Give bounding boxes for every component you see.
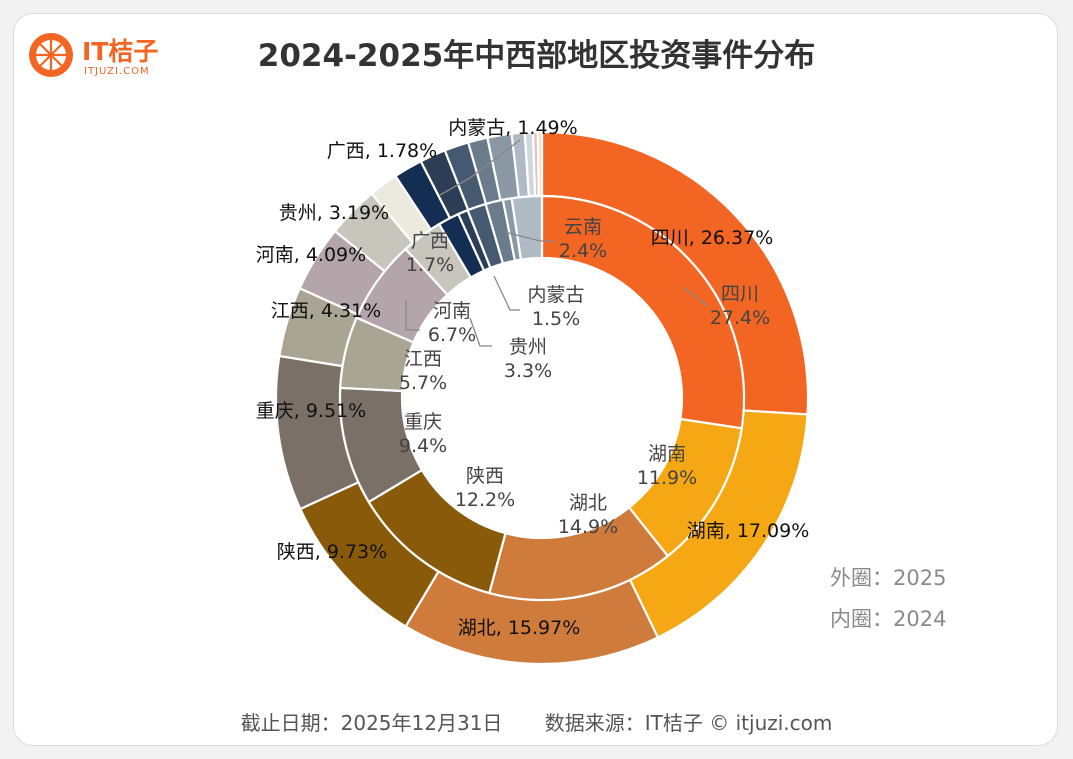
leader-guizhou-inner [469,317,492,347]
inner-label-湖南-1: 湖南 11.9% [637,443,697,489]
inner-label-重庆-4: 重庆 9.4% [399,411,447,457]
inner-label-广西-8: 广西 1.7% [406,230,454,276]
inner-slice-四川-0 [540,194,746,430]
outer-label-陕西-3: 陕西, 9.73% [277,541,387,563]
inner-ring-note: 内圈：2024 [830,607,947,631]
inner-label-云南-13: 云南 2.4% [559,216,607,262]
inner-label-湖北-2: 湖北 14.9% [558,492,618,538]
leader-neimenggu-outer [439,139,521,196]
logo-domain: ITJUZI.COM [84,66,150,77]
data-source: 数据来源：IT桔子 © itjuzi.com [544,711,833,735]
leader-henan-inner [405,300,420,331]
inner-label-四川-0: 四川 27.4% [710,283,770,329]
inner-slice-云南-13 [510,194,544,261]
logo-name: IT桔子 [82,37,159,66]
inner-label-内蒙古-10: 内蒙古 1.5% [527,284,584,330]
outer-label-广西-9: 广西, 1.78% [327,140,437,162]
outer-ring-note: 外圈：2025 [830,566,947,590]
itjuzi-logo: IT桔子 ITJUZI.COM [28,28,188,84]
outer-label-四川-0: 四川, 26.37% [651,227,774,249]
footer: 截止日期：2025年12月31日 数据来源：IT桔子 © itjuzi.com [0,707,1073,736]
outer-label-湖北-2: 湖北, 15.97% [458,617,581,639]
inner-label-河南-6: 河南 6.7% [428,300,476,346]
outer-label-湖南-1: 湖南, 17.09% [687,520,810,542]
outer-label-重庆-4: 重庆, 9.51% [256,400,366,422]
outer-label-贵州-7: 贵州, 3.19% [279,202,389,224]
outer-label-内蒙古-13: 内蒙古, 1.49% [448,117,577,139]
leader-neimenggu-inner [493,275,520,311]
inner-label-陕西-3: 陕西 12.2% [455,465,515,511]
leader-sichuan-inner [682,286,710,308]
cutoff-date: 截止日期：2025年12月31日 [240,711,503,735]
outer-label-河南-6: 河南, 4.09% [256,244,366,266]
leader-yunnan-inner [504,231,555,242]
inner-label-贵州-7: 贵州 3.3% [504,336,552,382]
chart-title: 2024-2025年中西部地区投资事件分布 [257,38,816,74]
outer-label-江西-5: 江西, 4.31% [271,300,381,322]
inner-label-江西-5: 江西 5.7% [399,348,447,394]
orange-logo-icon [29,33,73,77]
outer-slice-other-17 [536,130,544,198]
